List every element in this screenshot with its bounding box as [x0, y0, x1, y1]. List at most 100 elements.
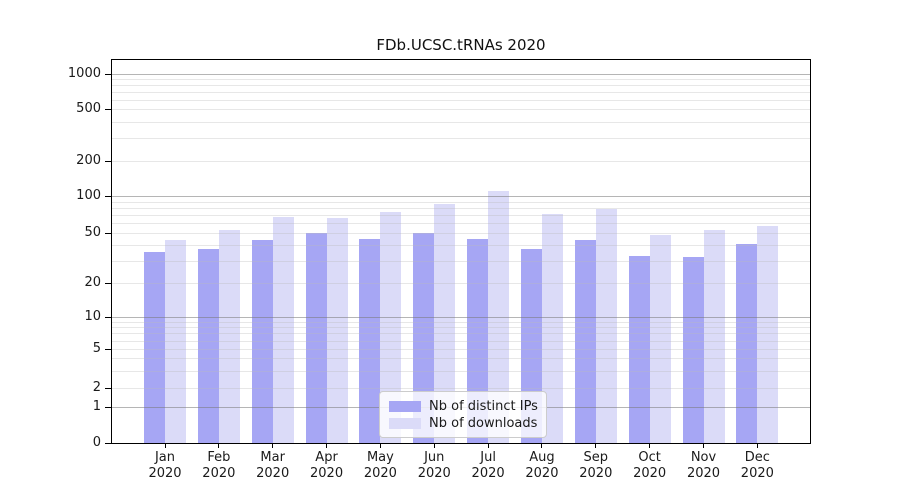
x-tick-mark — [272, 444, 274, 448]
minor-gridline — [112, 245, 810, 246]
bar-distinct-ips-mar-2020 — [251, 239, 273, 443]
minor-gridline — [112, 85, 810, 86]
x-tick-label: Sep 2020 — [579, 450, 613, 481]
y-tick-mark — [105, 73, 112, 75]
minor-gridline — [112, 202, 810, 203]
bar-distinct-ips-jan-2020 — [144, 252, 165, 443]
x-tick-label: Oct 2020 — [633, 450, 667, 481]
minor-gridline — [112, 92, 810, 93]
bar-distinct-ips-nov-2020 — [682, 257, 704, 443]
major-gridline — [112, 74, 810, 75]
x-tick-label: Jun 2020 — [417, 450, 451, 481]
bar-downloads-dec-2020 — [757, 226, 779, 443]
bar-downloads-jan-2020 — [165, 239, 186, 443]
bar-distinct-ips-apr-2020 — [305, 233, 327, 443]
minor-gridline — [112, 261, 810, 262]
x-tick-label: Nov 2020 — [686, 450, 721, 481]
x-tick-label: May 2020 — [363, 450, 397, 481]
bar-downloads-sep-2020 — [595, 209, 617, 443]
bar-distinct-ips-may-2020 — [359, 238, 381, 443]
minor-gridline — [112, 358, 810, 359]
x-tick-mark — [487, 444, 489, 448]
minor-gridline — [112, 327, 810, 328]
x-tick-mark — [433, 444, 435, 448]
bar-downloads-feb-2020 — [218, 229, 240, 443]
x-tick-mark — [649, 444, 651, 448]
x-tick-label: Aug 2020 — [525, 450, 559, 481]
y-tick-label: 50 — [84, 225, 101, 240]
y-tick-label: 2 — [92, 380, 101, 395]
legend-item-distinct-ips: Nb of distinct IPs — [389, 398, 538, 415]
y-tick-mark — [105, 232, 112, 234]
x-tick-mark — [703, 444, 704, 448]
major-gridline — [112, 196, 810, 197]
y-tick-mark — [105, 282, 112, 284]
y-tick-label: 500 — [76, 101, 101, 116]
minor-gridline — [112, 341, 810, 342]
legend-label-distinct-ips: Nb of distinct IPs — [429, 399, 538, 414]
legend-item-downloads: Nb of downloads — [389, 415, 537, 432]
x-tick-label: Jul 2020 — [471, 450, 505, 481]
legend-swatch-distinct-ips — [389, 401, 421, 412]
x-tick-label: Apr 2020 — [310, 450, 344, 481]
y-tick-mark — [105, 442, 112, 444]
minor-gridline — [112, 100, 810, 101]
bar-distinct-ips-jun-2020 — [413, 233, 435, 443]
minor-gridline — [112, 283, 810, 284]
y-tick-label: 0 — [92, 435, 101, 450]
x-tick-label: Jan 2020 — [148, 450, 182, 481]
chart-title: FDb.UCSC.tRNAs 2020 — [376, 36, 546, 54]
y-tick-mark — [105, 387, 112, 389]
y-tick-label: 100 — [76, 188, 101, 203]
y-tick-mark — [105, 108, 112, 110]
y-tick-label: 200 — [76, 153, 101, 168]
bar-distinct-ips-dec-2020 — [736, 243, 758, 443]
minor-gridline — [112, 215, 810, 216]
legend-label-downloads: Nb of downloads — [429, 416, 538, 431]
bar-downloads-may-2020 — [380, 212, 402, 443]
y-tick-mark — [105, 406, 112, 408]
minor-gridline — [112, 122, 810, 123]
x-tick-mark — [164, 444, 166, 448]
bar-distinct-ips-sep-2020 — [574, 239, 596, 443]
x-tick-label: Feb 2020 — [202, 450, 236, 481]
y-tick-label: 1 — [92, 399, 101, 414]
plot-area — [111, 59, 811, 444]
x-tick-mark — [218, 444, 220, 448]
minor-gridline — [112, 322, 810, 323]
bar-downloads-aug-2020 — [541, 214, 563, 443]
major-gridline — [112, 317, 810, 318]
y-tick-label: 20 — [84, 275, 101, 290]
bar-distinct-ips-feb-2020 — [197, 249, 219, 443]
legend: Nb of distinct IPs Nb of downloads — [379, 391, 547, 438]
y-tick-mark — [105, 316, 112, 318]
x-tick-mark — [756, 444, 758, 448]
minor-gridline — [112, 161, 810, 162]
legend-swatch-downloads — [389, 418, 421, 429]
x-tick-label: Dec 2020 — [740, 450, 774, 481]
x-tick-label: Mar 2020 — [256, 450, 290, 481]
y-tick-label: 5 — [92, 341, 101, 356]
x-tick-mark — [595, 444, 597, 448]
bar-downloads-apr-2020 — [326, 218, 348, 443]
minor-gridline — [112, 208, 810, 209]
bar-downloads-oct-2020 — [649, 235, 671, 443]
minor-gridline — [112, 109, 810, 110]
x-tick-mark — [541, 444, 543, 448]
y-tick-mark — [105, 195, 112, 197]
y-tick-label: 10 — [84, 309, 101, 324]
x-tick-mark — [326, 444, 328, 448]
bar-downloads-jun-2020 — [434, 204, 456, 443]
y-tick-mark — [105, 160, 112, 162]
minor-gridline — [112, 349, 810, 350]
minor-gridline — [112, 371, 810, 372]
minor-gridline — [112, 79, 810, 80]
minor-gridline — [112, 138, 810, 139]
y-tick-mark — [105, 348, 112, 350]
bar-distinct-ips-oct-2020 — [628, 255, 650, 443]
minor-gridline — [112, 333, 810, 334]
minor-gridline — [112, 233, 810, 234]
bar-downloads-nov-2020 — [703, 229, 725, 443]
y-tick-label: 1000 — [67, 66, 101, 81]
